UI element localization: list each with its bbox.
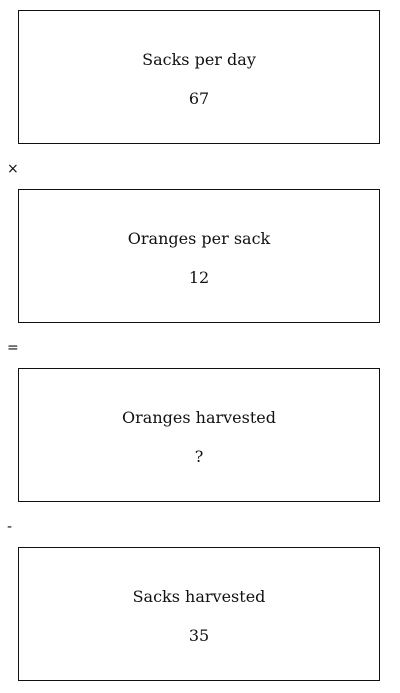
- sacks-per-day-card: Sacks per day 67: [18, 10, 380, 144]
- oranges-harvested-label: Oranges harvested: [122, 408, 276, 427]
- oranges-harvested-card: Oranges harvested ?: [18, 368, 380, 502]
- equals-operator: =: [7, 340, 19, 356]
- sacks-per-day-value: 67: [188, 89, 210, 108]
- sacks-harvested-label: Sacks harvested: [132, 587, 266, 606]
- oranges-per-sack-card: Oranges per sack 12: [18, 189, 380, 323]
- sacks-harvested-card: Sacks harvested 35: [18, 547, 380, 681]
- oranges-per-sack-label: Oranges per sack: [127, 229, 271, 248]
- sacks-harvested-value: 35: [188, 626, 210, 645]
- oranges-harvested-value: ?: [194, 447, 204, 466]
- multiply-operator: ×: [7, 161, 19, 177]
- oranges-per-sack-value: 12: [188, 268, 210, 287]
- sacks-per-day-label: Sacks per day: [142, 50, 256, 69]
- minus-operator: -: [7, 519, 13, 535]
